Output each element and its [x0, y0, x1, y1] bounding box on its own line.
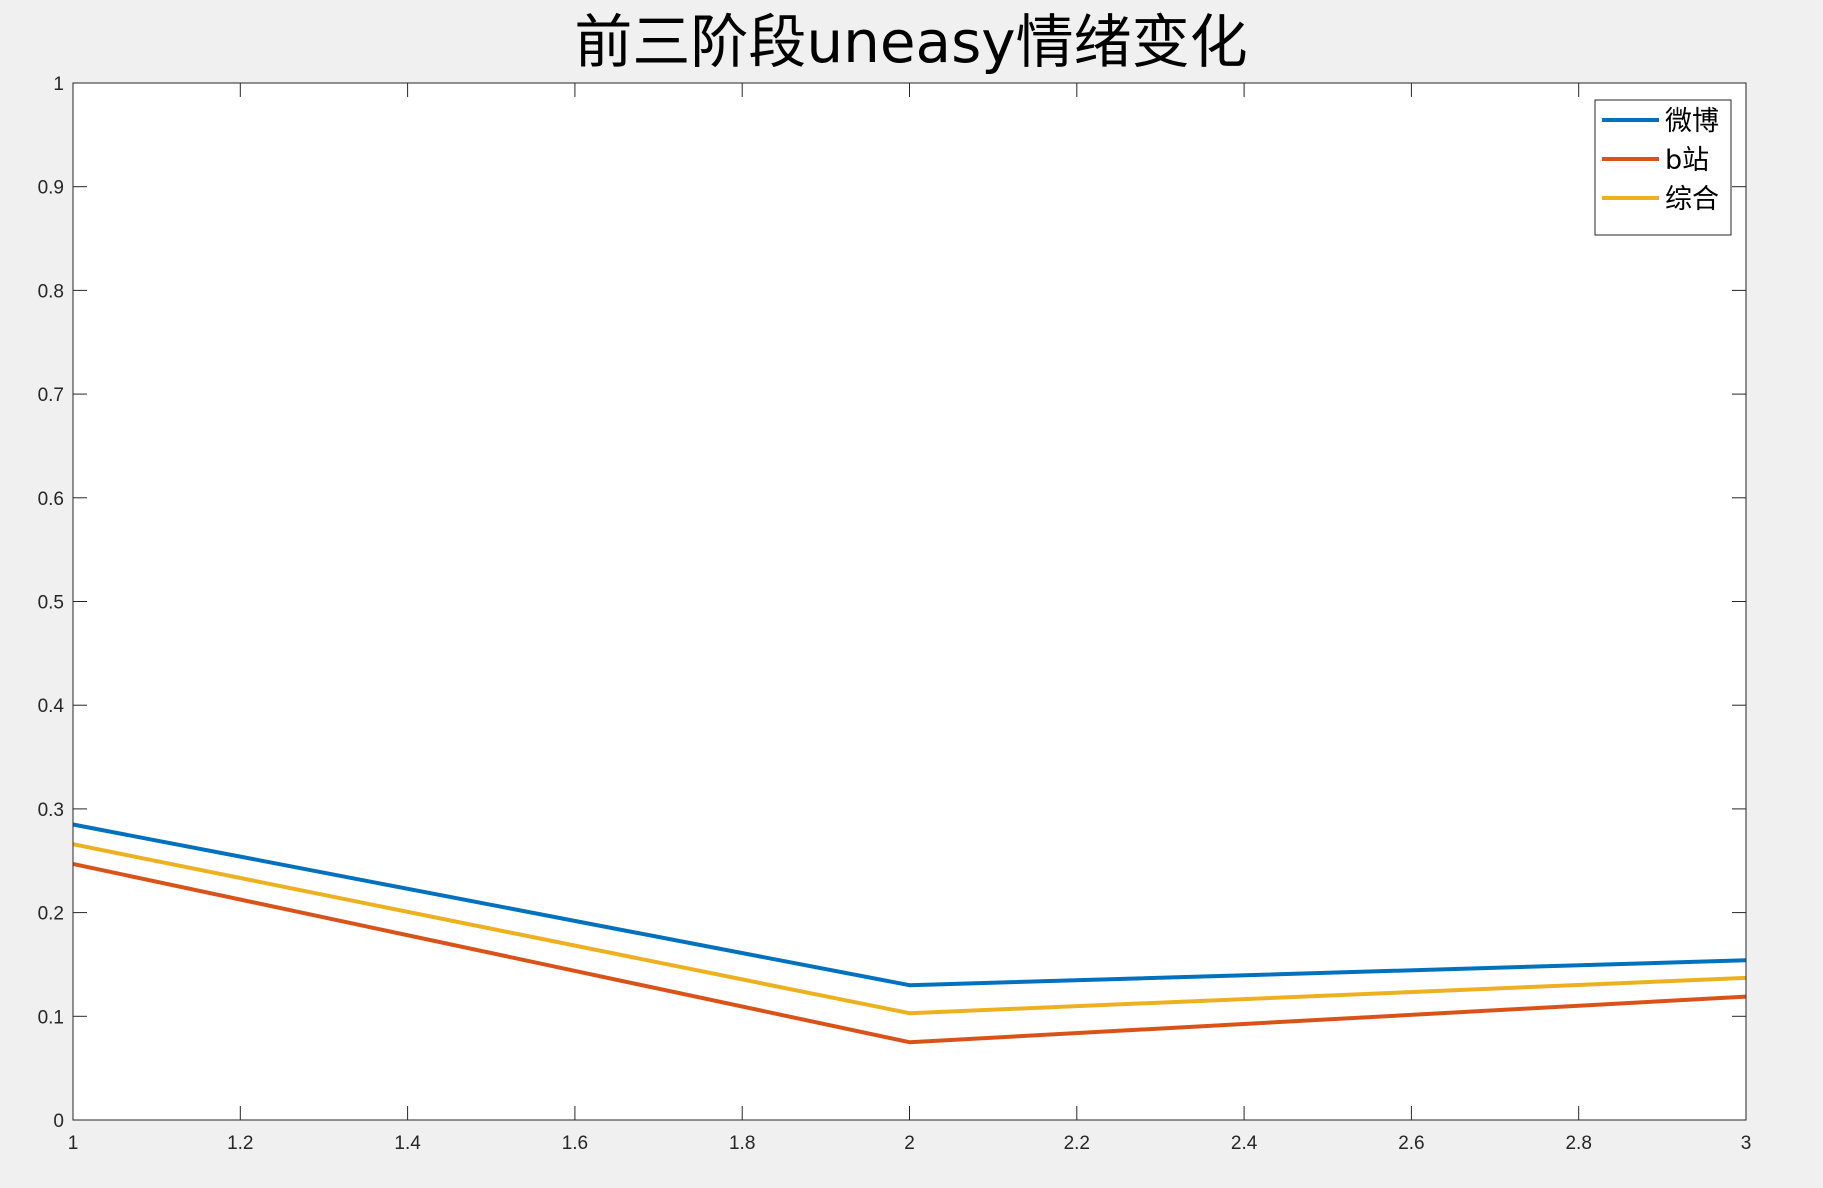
y-tick-label: 1	[53, 74, 64, 95]
y-tick-label: 0.3	[38, 800, 64, 821]
x-tick-label: 1.6	[562, 1133, 588, 1154]
plot-frame	[72, 82, 1747, 1121]
y-tick-label: 0	[53, 1111, 64, 1132]
legend-box	[1594, 99, 1732, 236]
x-tick-label: 3	[1741, 1133, 1752, 1154]
x-tick-labels: 1 1.2 1.4 1.6 1.8 2 2.2 2.4 2.6 2.8 3	[68, 1133, 1752, 1154]
x-tick-label: 2	[904, 1133, 915, 1154]
x-tick-label: 2.8	[1565, 1133, 1591, 1154]
x-tick-label: 1.8	[729, 1133, 755, 1154]
y-tick-label: 0.5	[38, 593, 64, 614]
y-tick-label: 0.2	[38, 904, 64, 925]
x-tick-label: 2.6	[1398, 1133, 1424, 1154]
x-tick-label: 1	[68, 1133, 79, 1154]
y-tick-label: 0.6	[38, 489, 64, 510]
series-line-0	[72, 822, 1747, 988]
legend-label: 微博	[1665, 106, 1719, 137]
x-tick-label: 1.4	[394, 1133, 421, 1154]
y-tick-label: 0.1	[38, 1007, 64, 1028]
legend-label: 综合	[1665, 184, 1719, 215]
x-tick-label: 2.4	[1231, 1133, 1258, 1154]
legend-label: b站	[1665, 145, 1709, 176]
x-tick-label: 2.2	[1064, 1133, 1090, 1154]
y-tick-label: 0.7	[38, 385, 64, 406]
y-tick-labels: 0 0.1 0.2 0.3 0.4 0.5 0.6 0.7 0.8 0.9 1	[38, 74, 65, 1132]
series-line-2	[72, 842, 1747, 1016]
x-tick-label: 1.2	[227, 1133, 253, 1154]
series-lines	[72, 822, 1747, 1045]
y-tick-label: 0.9	[38, 178, 64, 199]
y-tick-label: 0.4	[38, 696, 65, 717]
plot-area	[73, 83, 1746, 1120]
chart-title: 前三阶段uneasy情绪变化	[574, 8, 1247, 76]
series-line-1	[72, 861, 1747, 1045]
y-tick-label: 0.8	[38, 281, 64, 302]
